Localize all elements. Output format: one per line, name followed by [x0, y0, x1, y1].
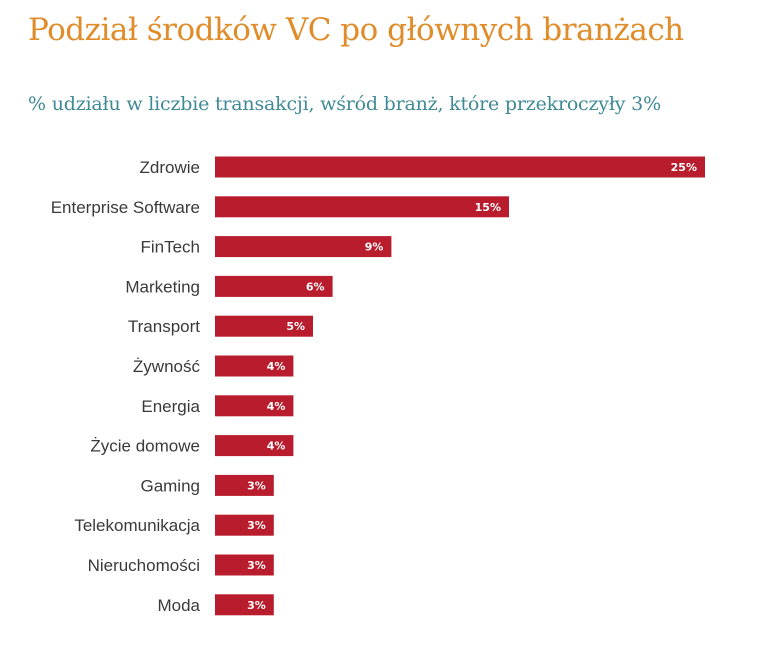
category-label: Enterprise Software	[51, 198, 200, 217]
category-label: Żywność	[133, 357, 201, 376]
bar	[215, 514, 274, 536]
category-label: Gaming	[140, 476, 200, 495]
bar	[215, 156, 705, 178]
bar	[215, 355, 294, 377]
chart-subtitle: % udziału w liczbie transakcji, wśród br…	[28, 93, 661, 115]
category-label: Zdrowie	[140, 158, 200, 177]
bar	[215, 236, 392, 258]
value-label: 25%	[671, 161, 697, 174]
value-label: 15%	[475, 201, 501, 214]
category-label: FinTech	[140, 238, 200, 257]
category-label: Życie domowe	[90, 437, 200, 456]
chart-title: Podział środków VC po głównych branżach	[28, 12, 684, 48]
value-label: 3%	[247, 479, 266, 492]
bar	[215, 554, 274, 576]
category-label: Transport	[128, 317, 200, 336]
bars-group: Zdrowie 25% Enterprise Software 15% FinTech 9…	[51, 156, 705, 616]
category-label: Nieruchomości	[88, 556, 200, 575]
value-label: 3%	[247, 519, 266, 532]
bar	[215, 395, 294, 417]
bar	[215, 315, 313, 337]
category-label: Telekomunikacja	[74, 516, 200, 535]
category-label: Moda	[157, 596, 200, 615]
category-label: Energia	[141, 397, 200, 416]
bar	[215, 594, 274, 616]
value-label: 4%	[267, 440, 286, 453]
category-label: Marketing	[125, 277, 200, 296]
value-label: 3%	[247, 559, 266, 572]
bar	[215, 474, 274, 496]
bar	[215, 196, 509, 218]
bar	[215, 275, 333, 297]
bar	[215, 435, 294, 457]
value-label: 4%	[267, 400, 286, 413]
value-label: 4%	[267, 360, 286, 373]
value-label: 5%	[286, 320, 305, 333]
value-label: 6%	[306, 280, 325, 293]
value-label: 3%	[247, 599, 266, 612]
value-label: 9%	[365, 241, 384, 254]
